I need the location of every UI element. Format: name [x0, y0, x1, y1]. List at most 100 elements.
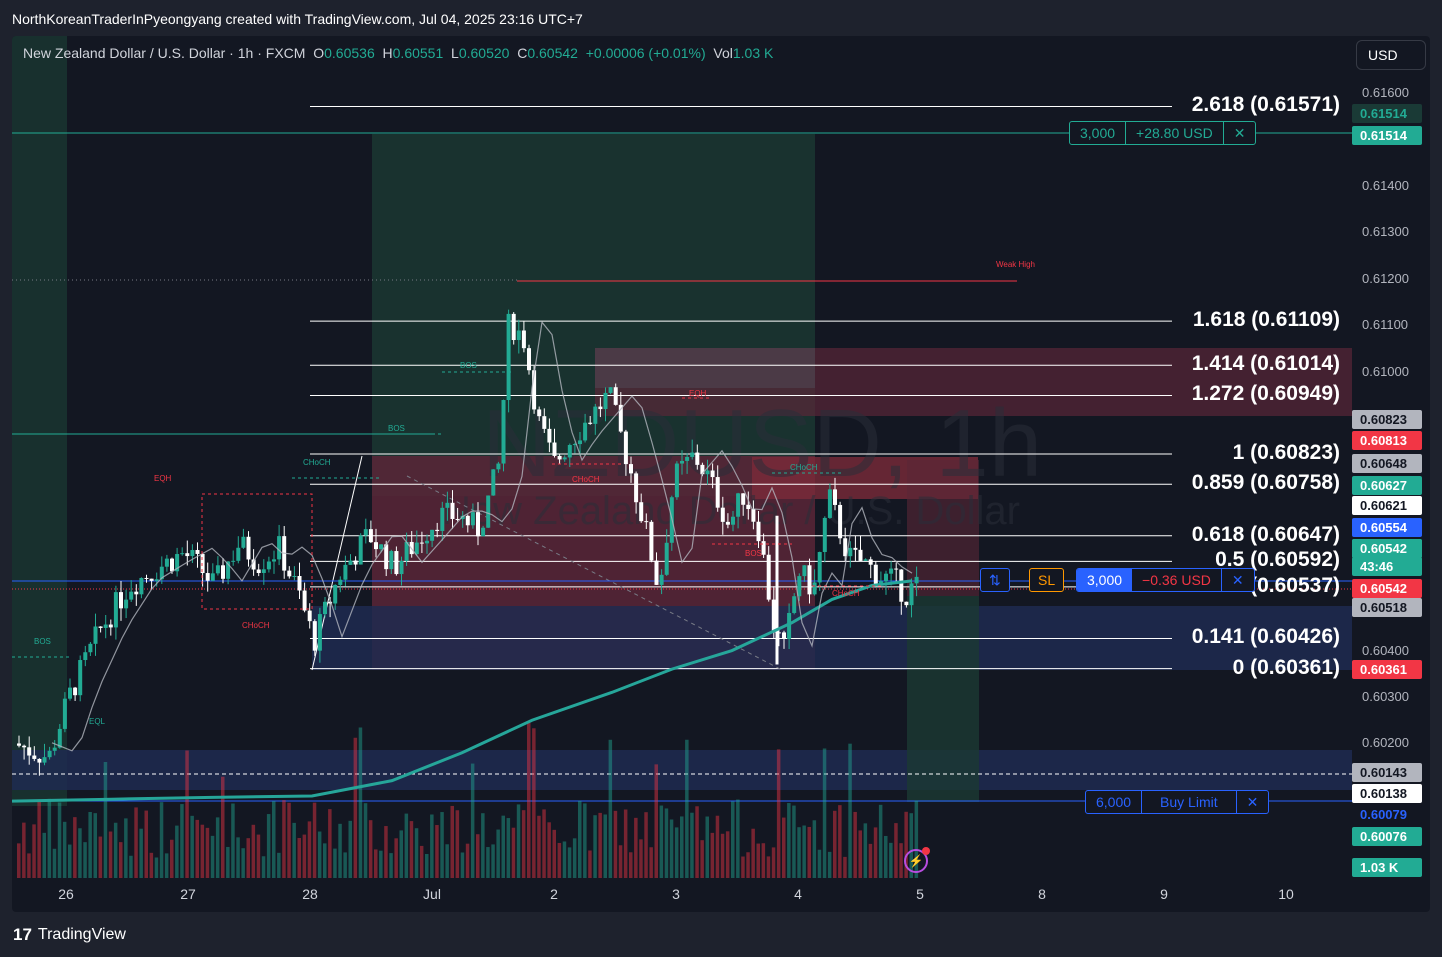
volume-bar	[164, 853, 169, 878]
volume-bar	[731, 801, 735, 878]
candle-body	[776, 632, 781, 634]
volume-bar	[578, 800, 582, 878]
volume-bar	[705, 816, 709, 878]
volume-bar	[562, 841, 567, 878]
sl-label[interactable]: SL	[1038, 572, 1056, 588]
tradingview-logo[interactable]: 17 TradingView	[13, 925, 126, 945]
volume-bar	[175, 825, 179, 878]
candle-body	[516, 330, 521, 341]
tradingview-brand: TradingView	[37, 926, 126, 943]
candle-body	[771, 599, 776, 633]
price-tick: 0.61400	[1362, 177, 1409, 193]
volume-bar	[771, 847, 776, 878]
candle-body	[787, 612, 792, 639]
price-badge: 0.60813	[1352, 431, 1422, 450]
price-badge: 0.61514	[1352, 104, 1422, 123]
volume-bar	[542, 809, 546, 878]
price-badge: 0.61514	[1352, 126, 1422, 145]
candle-body	[833, 489, 837, 505]
candle-body	[358, 535, 363, 565]
chart-pane[interactable]: NZDUSD, 1h New Zealand Dollar / U.S. Dol…	[12, 36, 1430, 912]
candle-body	[399, 560, 404, 575]
candle-body	[368, 529, 373, 543]
volume-bar	[476, 834, 480, 878]
price-badge: 0.60648	[1352, 454, 1422, 473]
fib-retracement[interactable]	[310, 105, 1172, 670]
position-order[interactable]: 3,000 −0.36 USD ✕	[1076, 568, 1255, 592]
date-tick: Jul	[423, 886, 441, 902]
vol-label: Vol	[713, 45, 733, 61]
tradingview-mark-icon: 17	[13, 925, 32, 944]
volume-bar	[210, 835, 215, 878]
volume-bar	[884, 835, 888, 878]
volume-bar	[32, 824, 36, 878]
volume-bar	[170, 839, 174, 878]
candle-body	[822, 517, 827, 553]
volume-bar	[317, 831, 322, 878]
volume-bar	[491, 844, 495, 878]
take-profit-order[interactable]: 3,000 +28.80 USD ✕	[1069, 121, 1257, 145]
volume-bar	[470, 763, 475, 878]
currency-button[interactable]: USD	[1356, 40, 1426, 70]
fib-label: 0.618 (0.60647)	[1191, 522, 1340, 546]
candle-body	[588, 422, 593, 424]
candle-body	[22, 745, 27, 748]
date-tick: 4	[794, 886, 802, 902]
volume-bar	[435, 825, 439, 878]
volume-bar	[124, 818, 128, 878]
volume-bar	[878, 804, 883, 878]
volume-bar	[685, 739, 689, 878]
symbol-name[interactable]: New Zealand Dollar / U.S. Dollar	[23, 45, 226, 61]
alert-bolt-icon[interactable]: ⚡	[904, 847, 930, 873]
eqh-label-1: EQH	[154, 474, 172, 483]
candle-body	[792, 596, 797, 613]
volume-bar	[241, 848, 245, 878]
candle-body	[272, 559, 276, 562]
position-flip-button[interactable]: ⇅	[980, 568, 1010, 592]
candle-body	[608, 387, 613, 393]
volume-bar	[190, 815, 194, 878]
volume-bar	[593, 815, 597, 878]
buy-limit-type: Buy Limit	[1142, 791, 1237, 813]
volume-bar	[93, 813, 97, 878]
candle-body	[812, 582, 817, 595]
volume-bar	[547, 822, 551, 878]
position-close-icon[interactable]: ✕	[1231, 571, 1244, 588]
volume-bar	[348, 820, 352, 878]
close-value: 0.60542	[527, 45, 578, 61]
volume-bar	[873, 827, 878, 878]
tp-pnl: +28.80 USD	[1126, 122, 1224, 144]
candle-body	[149, 578, 154, 581]
volume-bar	[200, 824, 205, 878]
candle-body	[62, 698, 67, 729]
tp-close-icon[interactable]: ✕	[1233, 124, 1246, 141]
candle-body	[746, 504, 751, 510]
candle-body	[827, 489, 832, 518]
flip-icon[interactable]: ⇅	[989, 571, 1001, 588]
volume-bar	[629, 852, 633, 878]
date-tick: 3	[672, 886, 680, 902]
symbol-info-line[interactable]: New Zealand Dollar / U.S. Dollar · 1h · …	[23, 45, 774, 61]
chart-caption: NorthKoreanTraderInPyeongyang created wi…	[12, 11, 583, 27]
price-badge: 0.60542	[1352, 579, 1422, 598]
price-chart[interactable]: NZDUSD, 1h New Zealand Dollar / U.S. Dol…	[12, 36, 1430, 912]
candle-body	[430, 529, 435, 541]
volume-bar	[27, 853, 31, 878]
volume-bar	[572, 838, 577, 878]
candle-body	[649, 521, 654, 561]
volume-histogram	[17, 722, 919, 878]
volume-bar	[404, 813, 409, 878]
volume-bar	[159, 802, 164, 878]
buy-limit-order[interactable]: 6,000 Buy Limit ✕	[1085, 790, 1270, 814]
buy-limit-close-icon[interactable]: ✕	[1246, 793, 1259, 810]
volume-bar	[312, 802, 317, 878]
candle-body	[664, 542, 669, 575]
candle-body	[720, 507, 725, 522]
candle-body	[134, 591, 139, 595]
volume-bar	[782, 817, 786, 878]
date-tick: 2	[550, 886, 558, 902]
stop-loss-button[interactable]: SL	[1029, 568, 1065, 592]
eqh-label-2: EQH	[689, 389, 707, 398]
volume-bar	[746, 852, 750, 878]
volume-bar	[557, 842, 562, 878]
